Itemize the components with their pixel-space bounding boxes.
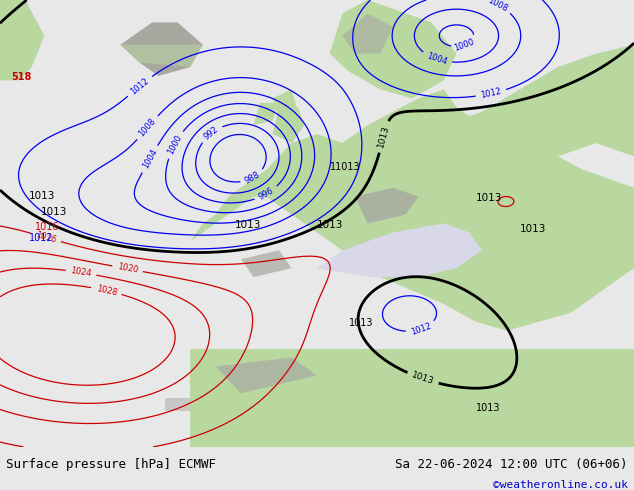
Text: 996: 996 [257, 186, 275, 201]
Polygon shape [120, 23, 203, 76]
Text: 1028: 1028 [95, 284, 118, 297]
Text: 1000: 1000 [166, 133, 184, 156]
Text: 1016: 1016 [34, 230, 57, 245]
Text: 1013: 1013 [235, 220, 261, 230]
Text: 1012: 1012 [480, 87, 502, 100]
Text: 1012: 1012 [410, 321, 432, 337]
Polygon shape [190, 348, 634, 447]
Polygon shape [273, 89, 298, 125]
Text: ©weatheronline.co.uk: ©weatheronline.co.uk [493, 480, 628, 490]
Polygon shape [190, 89, 634, 331]
Text: 1013: 1013 [29, 191, 55, 201]
Text: 992: 992 [202, 125, 220, 142]
Text: Sa 22-06-2024 12:00 UTC (06+06): Sa 22-06-2024 12:00 UTC (06+06) [395, 458, 628, 470]
Polygon shape [342, 13, 393, 53]
Text: 1012: 1012 [129, 76, 151, 96]
Polygon shape [330, 0, 456, 98]
Text: 1016: 1016 [35, 222, 60, 232]
Polygon shape [0, 0, 44, 80]
Polygon shape [120, 45, 203, 67]
Text: 1020: 1020 [117, 263, 139, 275]
Polygon shape [273, 107, 304, 143]
Text: 1013: 1013 [476, 403, 500, 413]
Text: 1013: 1013 [349, 318, 373, 328]
Text: 11013: 11013 [330, 162, 360, 172]
Text: 1008: 1008 [486, 0, 509, 13]
Polygon shape [254, 103, 279, 125]
Text: 1000: 1000 [453, 38, 476, 53]
Text: 1013: 1013 [476, 193, 502, 203]
Text: 518: 518 [11, 73, 32, 82]
Text: 1013: 1013 [41, 206, 68, 217]
Polygon shape [216, 358, 317, 393]
Polygon shape [165, 398, 190, 411]
Text: 1013: 1013 [520, 224, 547, 234]
Text: 1012: 1012 [29, 233, 54, 244]
Text: 1013: 1013 [376, 124, 391, 149]
Text: 1013: 1013 [410, 370, 435, 387]
Text: 1004: 1004 [141, 147, 159, 171]
Polygon shape [444, 45, 634, 188]
Polygon shape [355, 188, 418, 223]
Text: 1008: 1008 [137, 117, 158, 139]
Text: 1024: 1024 [70, 267, 92, 279]
Text: 988: 988 [243, 170, 262, 186]
Polygon shape [317, 223, 482, 277]
Text: Surface pressure [hPa] ECMWF: Surface pressure [hPa] ECMWF [6, 458, 216, 470]
Text: 1004: 1004 [425, 51, 448, 67]
Text: 1013: 1013 [317, 220, 344, 230]
Polygon shape [241, 250, 292, 277]
